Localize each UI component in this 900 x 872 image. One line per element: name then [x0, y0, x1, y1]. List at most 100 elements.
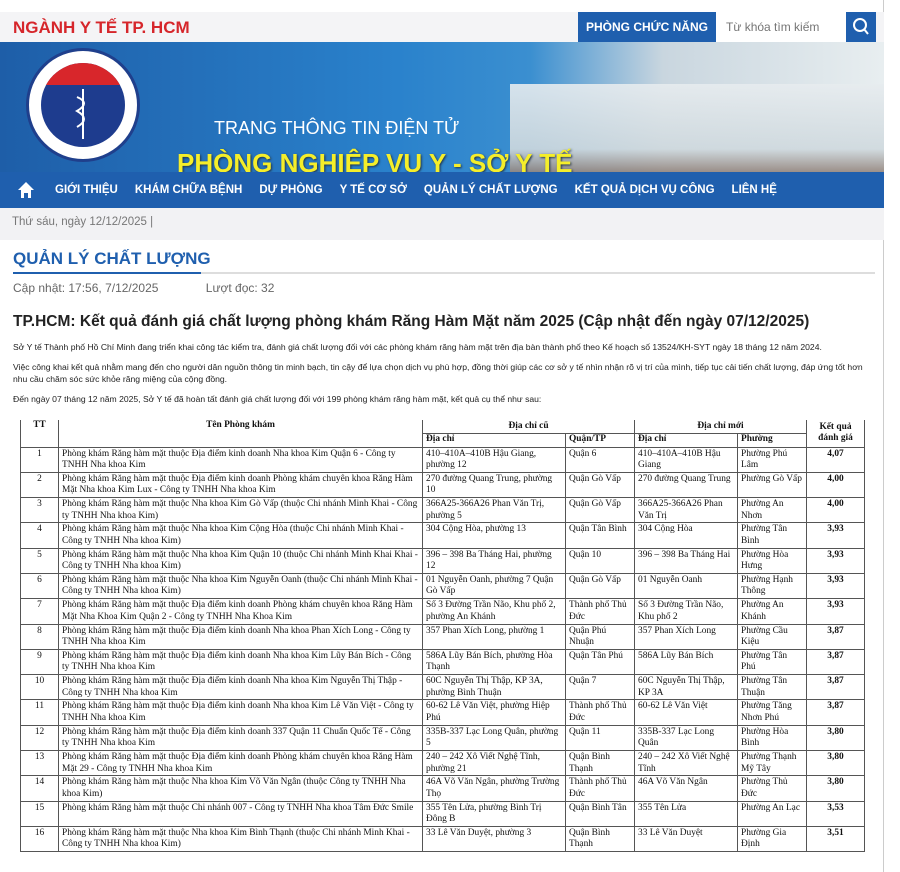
old-district: Quận Bình Thạnh [565, 826, 635, 853]
score: 3,87 [806, 624, 865, 650]
home-icon[interactable] [17, 181, 35, 199]
nav-du-phong[interactable]: DỰ PHÒNG [259, 184, 323, 196]
new-address: 01 Nguyễn Oanh [634, 573, 738, 600]
clinic-name: Phòng khám Răng hàm mặt thuộc Nha khoa K… [58, 548, 423, 574]
old-district: Quận Phú Nhuận [565, 624, 635, 650]
row-number: 9 [20, 649, 59, 676]
score: 4,00 [806, 472, 865, 499]
table-row: 10 Phòng khám Răng hàm mặt thuộc Địa điểm… [20, 674, 865, 701]
old-district: Quận Gò Vấp [565, 472, 635, 499]
table-row: 5 Phòng khám Răng hàm mặt thuộc Nha khoa … [20, 548, 865, 574]
table-row: 12 Phòng khám Răng hàm mặt thuộc Địa điểm… [20, 725, 865, 752]
score: 3,87 [806, 674, 865, 701]
new-address: 396 – 398 Ba Tháng Hai [634, 548, 738, 574]
section-title[interactable]: QUẢN LÝ CHẤT LƯỢNG [13, 249, 211, 268]
score: 3,87 [806, 699, 865, 726]
table-row: 13 Phòng khám Răng hàm mặt thuộc Địa điểm… [20, 750, 865, 777]
old-address: 304 Cộng Hòa, phường 13 [422, 522, 566, 549]
old-address: 01 Nguyễn Oanh, phường 7 Quận Gò Vấp [422, 573, 566, 600]
clinic-name: Phòng khám Răng hàm mặt thuộc Nha khoa K… [58, 497, 423, 524]
score: 3,87 [806, 649, 865, 676]
table-row: 14 Phòng khám Răng hàm mặt thuộc Nha khoa… [20, 775, 865, 802]
table-row: 16 Phòng khám Răng hàm mặt thuộc Nha khoa… [20, 826, 865, 853]
header-new-address: Địa chỉ mới [634, 420, 807, 434]
old-district: Thành phố Thủ Đức [565, 775, 635, 802]
old-address: 46A Võ Văn Ngân, phường Trường Thọ [422, 775, 566, 802]
old-address: 240 – 242 Xô Viết Nghệ Tĩnh, phường 21 [422, 750, 566, 777]
row-number: 11 [20, 699, 59, 726]
article-paragraph: Đến ngày 07 tháng 12 năm 2025, Sở Y tế đ… [13, 394, 542, 404]
current-date: Thứ sáu, ngày 12/12/2025 | [12, 216, 154, 228]
clinic-name: Phòng khám Răng hàm mặt thuộc Nha khoa K… [58, 522, 423, 549]
clinic-name: Phòng khám Răng hàm mặt thuộc Địa điểm k… [58, 699, 423, 726]
score: 3,93 [806, 598, 865, 625]
search-icon [853, 18, 869, 35]
new-ward: Phường Phú Lâm [737, 447, 807, 473]
article-paragraph: Sở Y tế Thành phố Hồ Chí Minh đang triển… [13, 342, 822, 352]
header-tt: TT [20, 420, 59, 448]
nav-gioi-thieu[interactable]: GIỚI THIỆU [55, 184, 118, 196]
section-divider [13, 272, 875, 274]
main-nav: GIỚI THIỆU KHÁM CHỮA BỆNH DỰ PHÒNG Y TẾ … [0, 172, 884, 208]
site-title[interactable]: NGÀNH Y TẾ TP. HCM [13, 18, 190, 37]
new-ward: Phường Hòa Hưng [737, 548, 807, 574]
new-address: 355 Tên Lửa [634, 801, 738, 827]
nav-ket-qua-dich-vu-cong[interactable]: KẾT QUẢ DỊCH VỤ CÔNG [574, 184, 715, 196]
view-count: Lượt đọc: 32 [205, 281, 275, 295]
table-row: 7 Phòng khám Răng hàm mặt thuộc Địa điểm … [20, 598, 865, 625]
nav-kham-chua-benh[interactable]: KHÁM CHỮA BỆNH [134, 184, 243, 196]
article-paragraph: Việc công khai kết quả nhằm mang đến cho… [13, 362, 863, 384]
new-ward: Phường Hòa Bình [737, 725, 807, 752]
new-address: 366A25-366A26 Phan Văn Trị [634, 497, 738, 524]
new-address: 60C Nguyễn Thị Thập, KP 3A [634, 674, 738, 701]
health-department-logo[interactable] [26, 48, 140, 162]
row-number: 13 [20, 750, 59, 777]
clinic-name: Phòng khám Răng hàm mặt thuộc Địa điểm k… [58, 750, 423, 777]
clinic-name: Phòng khám Răng hàm mặt thuộc Địa điểm k… [58, 472, 423, 499]
results-table: TT Tên Phòng khám Địa chỉ cũ Địa chỉ mới… [20, 420, 865, 853]
new-ward: Phường Thạnh Mỹ Tây [737, 750, 807, 777]
table-row: 3 Phòng khám Răng hàm mặt thuộc Nha khoa … [20, 497, 865, 524]
old-district: Quận Gò Vấp [565, 497, 635, 524]
new-address: 304 Cộng Hòa [634, 522, 738, 549]
clinic-name: Phòng khám Răng hàm mặt thuộc Địa điểm k… [58, 447, 423, 473]
clinic-name: Phòng khám Răng hàm mặt thuộc Chi nhánh … [58, 801, 423, 827]
old-district: Quận Bình Tân [565, 801, 635, 827]
table-row: 1 Phòng khám Răng hàm mặt thuộc Địa điểm … [20, 447, 865, 473]
row-number: 15 [20, 801, 59, 827]
score: 3,51 [806, 826, 865, 853]
score: 4,00 [806, 497, 865, 524]
row-number: 1 [20, 447, 59, 473]
nav-y-te-co-so[interactable]: Y TẾ CƠ SỞ [339, 184, 407, 196]
search-input[interactable] [716, 12, 846, 42]
clinic-name: Phòng khám Răng hàm mặt thuộc Địa điểm k… [58, 598, 423, 625]
old-address: 60-62 Lê Văn Việt, phường Hiệp Phú [422, 699, 566, 726]
header-ward: Phường [737, 433, 807, 448]
new-address: 410–410A–410B Hậu Giang [634, 447, 738, 473]
function-rooms-button[interactable]: PHÒNG CHỨC NĂNG [578, 12, 716, 42]
row-number: 10 [20, 674, 59, 701]
clinic-name: Phòng khám Răng hàm mặt thuộc Địa điểm k… [58, 649, 423, 676]
old-address: 357 Phan Xích Long, phường 1 [422, 624, 566, 650]
nav-lien-he[interactable]: LIÊN HỆ [731, 184, 777, 196]
article-title: TP.HCM: Kết quả đánh giá chất lượng phòn… [13, 313, 810, 330]
search-button[interactable] [846, 12, 876, 42]
old-district: Quận Gò Vấp [565, 573, 635, 600]
score: 3,80 [806, 775, 865, 802]
old-address: Số 3 Đường Trần Não, Khu phố 2, phường A… [422, 598, 566, 625]
new-address: 46A Võ Văn Ngân [634, 775, 738, 802]
table-row: 11 Phòng khám Răng hàm mặt thuộc Địa điểm… [20, 699, 865, 726]
nav-quan-ly-chat-luong[interactable]: QUẢN LÝ CHẤT LƯỢNG [423, 184, 558, 196]
date-bar: Thứ sáu, ngày 12/12/2025 | [0, 208, 884, 240]
new-address: Số 3 Đường Trần Não, Khu phố 2 [634, 598, 738, 625]
clinic-name: Phòng khám Răng hàm mặt thuộc Nha khoa K… [58, 775, 423, 802]
header-old-addr: Địa chỉ [422, 433, 566, 448]
score: 3,93 [806, 548, 865, 574]
new-ward: Phường An Lạc [737, 801, 807, 827]
header-score: Kết quả đánh giá [806, 420, 865, 448]
old-district: Quận Bình Thạnh [565, 750, 635, 777]
top-bar: NGÀNH Y TẾ TP. HCM PHÒNG CHỨC NĂNG [0, 12, 884, 42]
score: 3,93 [806, 522, 865, 549]
score: 3,53 [806, 801, 865, 827]
